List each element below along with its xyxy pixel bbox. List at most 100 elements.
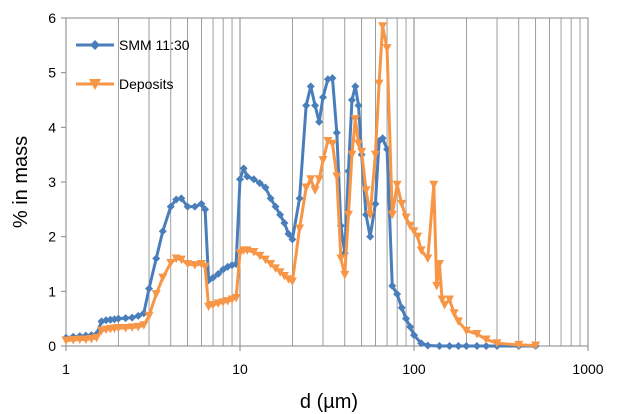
legend-label-deposits: Deposits	[119, 76, 173, 92]
data-point-deposits	[423, 254, 433, 264]
data-point-deposits	[370, 150, 380, 160]
data-point-deposits	[343, 210, 353, 220]
data-point-smm	[128, 313, 137, 322]
data-point-smm	[243, 172, 252, 181]
data-point-smm	[393, 290, 402, 299]
data-point-deposits	[151, 290, 161, 299]
data-point-smm	[397, 303, 406, 312]
data-point-deposits	[176, 255, 186, 265]
data-point-smm	[172, 195, 181, 204]
data-point-deposits	[461, 326, 471, 336]
data-point-smm	[139, 309, 148, 318]
data-point-smm	[114, 314, 123, 323]
legend-label-smm: SMM 11:30	[119, 37, 190, 53]
data-point-deposits	[401, 213, 411, 223]
data-point-deposits	[301, 183, 311, 192]
data-point-smm	[295, 194, 304, 203]
data-point-smm	[177, 194, 186, 203]
data-point-deposits	[432, 281, 442, 291]
data-point-deposits	[190, 261, 200, 270]
data-point-smm	[183, 202, 192, 211]
data-point-deposits	[158, 273, 168, 283]
data-point-deposits	[127, 323, 137, 332]
data-point-smm	[158, 227, 167, 236]
data-point-smm	[378, 134, 387, 143]
data-point-deposits	[413, 232, 423, 242]
data-point-smm	[280, 219, 289, 227]
data-point-deposits	[75, 335, 85, 344]
data-point-smm	[284, 229, 293, 238]
data-point-smm	[236, 175, 244, 184]
data-point-smm	[261, 183, 270, 192]
data-point-smm	[152, 254, 161, 263]
data-point-deposits	[347, 150, 357, 160]
x-tick-label: 10	[232, 361, 248, 377]
y-tick-label: 3	[48, 174, 56, 190]
data-point-deposits	[183, 260, 193, 269]
data-point-deposits	[271, 264, 281, 273]
data-point-smm	[332, 128, 341, 137]
data-point-smm	[134, 311, 143, 320]
data-point-smm	[201, 205, 210, 214]
data-point-deposits	[92, 333, 102, 343]
data-point-deposits	[242, 246, 252, 255]
y-tick-label: 4	[48, 119, 56, 135]
data-point-deposits	[260, 255, 270, 265]
data-point-deposits	[409, 227, 419, 236]
data-point-smm	[249, 175, 258, 184]
legend-marker-deposits	[89, 79, 101, 90]
data-point-smm	[214, 269, 223, 278]
y-tick-label: 5	[48, 65, 56, 81]
data-point-deposits	[365, 210, 375, 220]
data-point-smm	[328, 74, 337, 83]
series-deposits	[61, 22, 541, 350]
data-point-smm	[209, 273, 218, 282]
data-point-smm	[145, 284, 154, 293]
data-point-deposits	[144, 311, 154, 321]
data-point-smm	[388, 281, 397, 290]
data-point-deposits	[81, 335, 91, 344]
data-point-smm	[347, 96, 356, 104]
legend: SMM 11:30 Deposits	[76, 37, 190, 92]
series-layer	[61, 22, 541, 350]
data-point-deposits	[310, 186, 320, 195]
data-point-smm	[454, 342, 463, 350]
data-point-smm	[371, 199, 380, 208]
data-point-deposits	[357, 147, 367, 157]
data-point-smm	[255, 179, 264, 188]
data-point-deposits	[255, 251, 265, 261]
data-point-smm	[417, 339, 426, 348]
data-point-smm	[166, 202, 175, 211]
x-tick-label: 1000	[572, 361, 603, 377]
data-point-deposits	[416, 246, 426, 255]
data-point-smm	[462, 342, 471, 350]
data-point-deposits	[361, 186, 371, 195]
data-point-deposits	[514, 340, 524, 350]
data-point-deposits	[68, 335, 78, 345]
data-point-smm	[266, 194, 275, 203]
data-point-deposits	[445, 295, 455, 305]
data-point-deposits	[121, 323, 131, 333]
data-point-deposits	[266, 260, 276, 269]
data-point-deposits	[453, 317, 463, 326]
data-point-smm	[288, 235, 297, 244]
y-tick-label: 6	[48, 10, 56, 26]
data-point-deposits	[481, 335, 491, 344]
data-point-deposits	[440, 301, 450, 310]
data-point-smm	[354, 101, 363, 110]
data-point-smm	[472, 342, 481, 350]
data-point-deposits	[392, 180, 402, 190]
data-point-smm	[276, 210, 285, 219]
data-point-smm	[351, 82, 360, 91]
grid-lines	[65, 18, 581, 346]
data-point-deposits	[113, 323, 123, 333]
data-point-smm	[302, 101, 311, 110]
data-point-deposits	[354, 139, 364, 149]
data-point-smm	[410, 331, 418, 340]
data-point-smm	[366, 232, 375, 241]
data-point-deposits	[434, 260, 444, 269]
data-point-deposits	[314, 175, 324, 184]
data-point-deposits	[86, 334, 96, 344]
